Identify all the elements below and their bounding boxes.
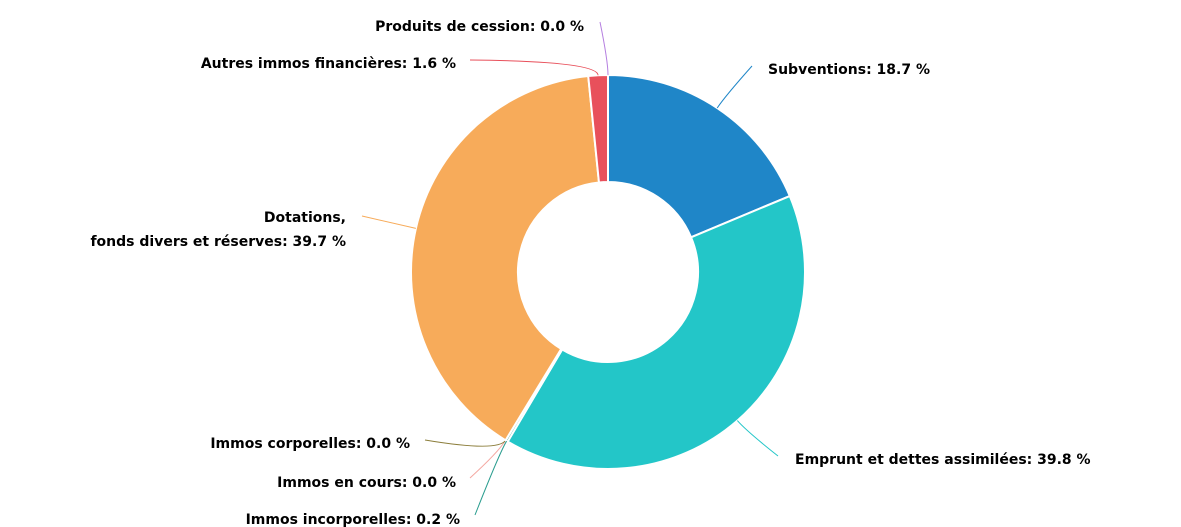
data-label: Dotations, [264,210,346,226]
leader-line [599,21,609,76]
leader-line [424,439,507,447]
data-label: Immos incorporelles: 0.2 % [246,512,460,527]
leader-line [474,440,508,516]
leader-line [736,420,779,457]
leader-line [716,65,753,109]
data-label: Immos en cours: 0.0 % [277,475,456,491]
data-label: Produits de cession: 0.0 % [375,19,584,35]
data-label: Subventions: 18.7 % [768,62,930,78]
data-label: fonds divers et réserves: 39.7 % [90,234,346,250]
slice [506,194,806,470]
data-label: Autres immos financières: 1.6 % [201,56,456,72]
leader-line [469,59,599,76]
data-label: Immos corporelles: 0.0 % [210,436,410,452]
slice [607,73,792,239]
data-label: Emprunt et dettes assimilées: 39.8 % [795,452,1091,468]
slice [410,74,601,442]
leader-line [361,215,416,229]
